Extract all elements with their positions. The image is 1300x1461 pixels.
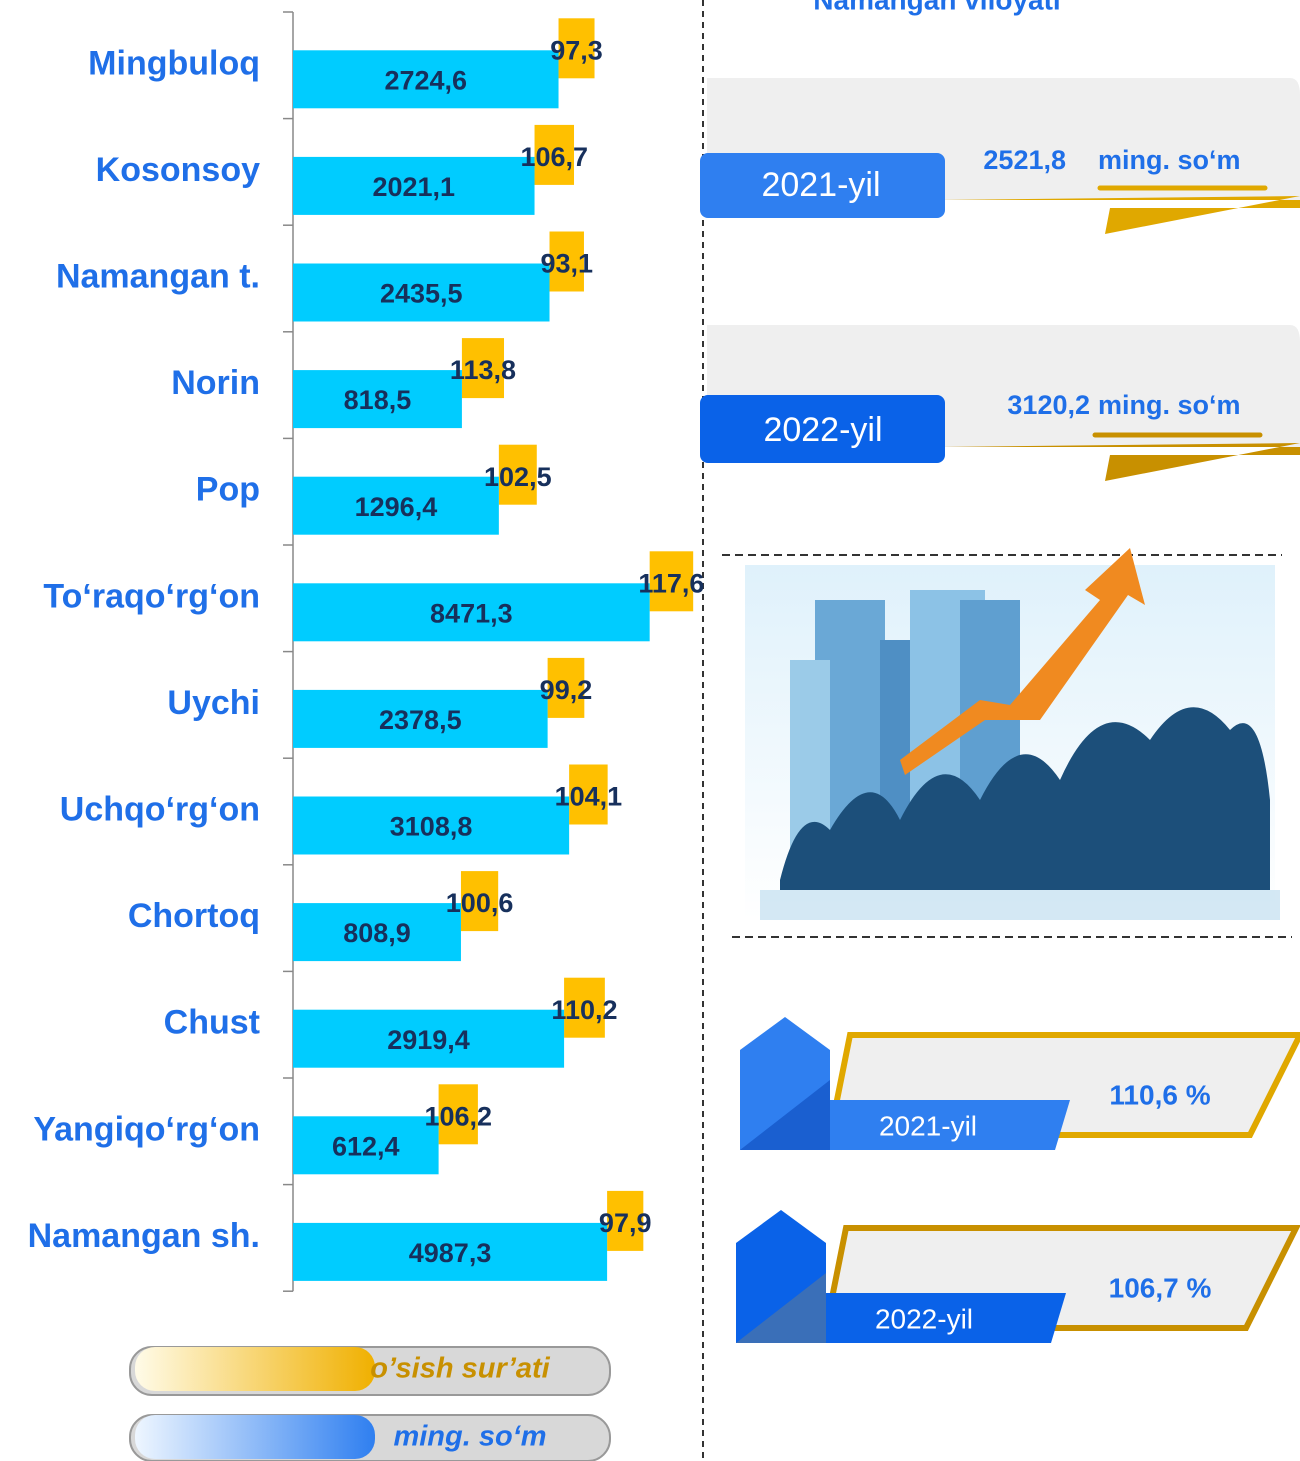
category-label: To‘raqo‘rg‘on — [43, 577, 260, 615]
income-year: 2022-yil — [763, 411, 882, 449]
bar-income — [293, 370, 462, 429]
growth-value: 110,6 % — [1109, 1079, 1210, 1110]
bar-income — [293, 583, 650, 642]
growth-2021: 2021-yil 110,6 % — [740, 1017, 1300, 1150]
category-label: Uychi — [167, 684, 260, 722]
bar-growth — [498, 444, 537, 505]
legend-label: o’sish sur’ati — [370, 1353, 550, 1385]
legend — [129, 1346, 611, 1461]
category-label: Pop — [196, 471, 260, 509]
category-label: Namangan t. — [56, 257, 260, 295]
bar-income — [293, 796, 570, 855]
data-label: 2919,4 — [387, 1025, 470, 1055]
category-label: Norin — [171, 364, 260, 402]
bar-income — [293, 903, 461, 962]
bar-income — [293, 263, 550, 322]
bar-growth — [438, 1084, 478, 1145]
bar-growth — [649, 551, 694, 612]
data-label: 110,2 — [551, 995, 617, 1025]
data-label: 102,5 — [484, 462, 552, 492]
category-label: Uchqo‘rg‘on — [60, 790, 260, 828]
data-label: 2021,1 — [372, 172, 455, 202]
data-label: 97,3 — [550, 35, 603, 65]
category-label: Namangan sh. — [28, 1217, 260, 1255]
category-label: Yangiqo‘rg‘on — [33, 1110, 260, 1148]
bar-income — [293, 1222, 608, 1281]
data-label: 2435,5 — [380, 279, 463, 309]
data-label: 106,2 — [424, 1101, 492, 1131]
data-label: 612,4 — [332, 1131, 400, 1161]
data-label: 104,1 — [555, 782, 623, 812]
bar-income — [293, 476, 499, 535]
data-label: 97,9 — [599, 1208, 652, 1238]
data-label: 3108,8 — [390, 812, 473, 842]
income-unit: ming. so‘m — [1098, 145, 1241, 175]
bar-growth — [460, 871, 499, 932]
data-label: 93,1 — [540, 249, 593, 279]
growth-year: 2022-yil — [875, 1303, 973, 1334]
data-label: 808,9 — [343, 918, 411, 948]
data-label: 818,5 — [344, 385, 412, 415]
income-unit: ming. so‘m — [1098, 390, 1241, 420]
bar-growth — [564, 977, 605, 1038]
data-label: 8471,3 — [430, 598, 513, 628]
category-label: Mingbuloq — [88, 44, 260, 82]
legend-label: ming. so‘m — [393, 1421, 546, 1453]
category-label: Chust — [164, 1004, 260, 1042]
bar-income — [293, 1009, 565, 1068]
bar-growth — [607, 1190, 644, 1251]
category-label: Kosonsoy — [96, 151, 260, 189]
data-label: 106,7 — [520, 142, 588, 172]
bar-income — [293, 156, 535, 215]
income-value: 3120,2 — [1007, 390, 1090, 420]
category-label: Chortoq — [128, 897, 260, 935]
bar-growth — [461, 338, 505, 399]
bar-growth — [569, 764, 608, 825]
data-label: 1296,4 — [355, 492, 438, 522]
bar-growth — [549, 231, 584, 292]
growth-2022: 2022-yil 106,7 % — [736, 1210, 1300, 1343]
bar-growth — [558, 18, 595, 79]
bar-growth — [534, 124, 575, 185]
data-label: 99,2 — [540, 675, 593, 705]
data-label: 117,6 — [638, 568, 704, 598]
data-label: 2378,5 — [379, 705, 462, 735]
income-year: 2021-yil — [761, 166, 880, 204]
income-value: 2521,8 — [983, 145, 1066, 175]
data-label: 113,8 — [450, 355, 516, 385]
growth-year: 2021-yil — [879, 1110, 977, 1141]
panel-title: Namangan viloyati — [813, 0, 1060, 15]
bar-growth — [547, 657, 585, 718]
income-2022: 2022-yil 3120,2 ming. so‘m — [700, 325, 1300, 481]
bar-income — [293, 1116, 439, 1175]
data-label: 100,6 — [446, 888, 514, 918]
data-label: 2724,6 — [384, 65, 467, 95]
bar-income — [293, 689, 548, 748]
illustration — [722, 548, 1292, 938]
bar-income — [293, 50, 559, 109]
income-2021: 2021-yil 2521,8 ming. so‘m — [700, 78, 1300, 234]
data-label: 4987,3 — [409, 1238, 492, 1268]
growth-value: 106,7 % — [1109, 1272, 1212, 1303]
